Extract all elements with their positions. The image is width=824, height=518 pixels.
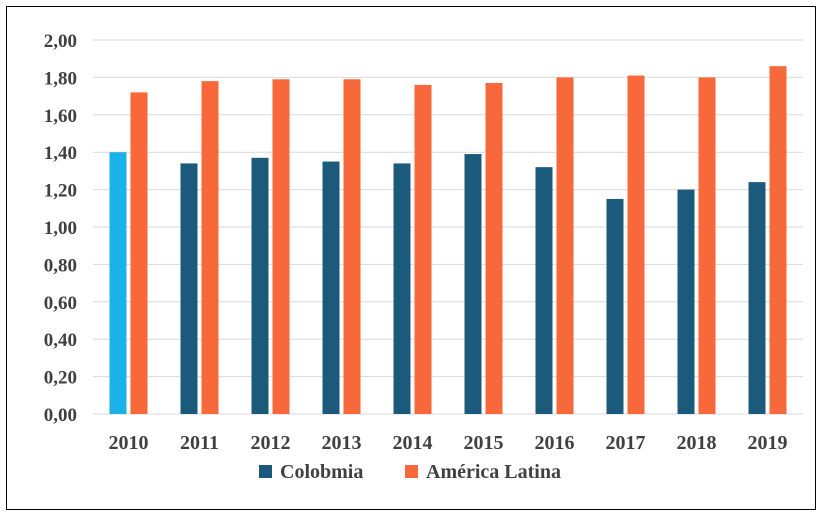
- x-tick-label: 2016: [535, 432, 575, 454]
- bar-america-latina-2011: [201, 81, 219, 414]
- x-tick-label: 2018: [677, 432, 717, 454]
- y-tick-label: 2,00: [44, 31, 77, 52]
- bar-america-latina-2018: [698, 77, 716, 415]
- legend-swatch: [405, 465, 418, 478]
- legend-label: Colobmia: [280, 461, 363, 483]
- legend-swatch: [259, 465, 272, 478]
- bar-america-latina-2014: [414, 84, 432, 414]
- legend-label: América Latina: [426, 461, 561, 483]
- y-tick-label: 1,40: [44, 143, 77, 164]
- y-tick-label: 0,40: [44, 330, 77, 351]
- x-tick-label: 2019: [748, 432, 788, 454]
- x-tick-label: 2017: [606, 432, 646, 454]
- bar-colombia-2014: [393, 163, 411, 414]
- x-tick-label: 2012: [251, 432, 291, 454]
- y-tick-label: 0,80: [44, 255, 77, 276]
- y-tick-label: 0,60: [44, 293, 77, 314]
- bar-america-latina-2012: [272, 79, 290, 415]
- bar-america-latina-2015: [485, 83, 503, 414]
- bar-chart: 0,00 0,20 0,40 0,60 0,80 1,00 1,20 1,40 1,60 1,80…: [44, 31, 803, 483]
- x-tick-label: 2014: [393, 432, 433, 454]
- x-tick-label: 2011: [180, 432, 219, 454]
- x-tick-label: 2013: [322, 432, 362, 454]
- bar-colombia-2015: [464, 154, 482, 414]
- y-tick-label: 1,80: [44, 68, 77, 89]
- bar-america-latina-2013: [343, 79, 361, 415]
- bar-colombia-2011: [180, 163, 198, 414]
- bar-colombia-2017: [606, 198, 624, 414]
- bar-colombia-2019: [748, 182, 766, 414]
- y-tick-label: 1,60: [44, 106, 77, 127]
- bar-colombia-2012: [251, 157, 269, 414]
- bar-america-latina-2019: [769, 66, 787, 415]
- y-tick-label: 0,20: [44, 368, 77, 389]
- y-tick-label: 0,00: [44, 405, 77, 426]
- bar-colombia-2013: [322, 161, 340, 414]
- chart-frame: 0,00 0,20 0,40 0,60 0,80 1,00 1,20 1,40 1,60 1,80…: [6, 6, 816, 510]
- x-tick-label: 2015: [464, 432, 504, 454]
- bar-colombia-2016: [535, 167, 553, 414]
- y-tick-label: 1,20: [44, 181, 77, 202]
- y-tick-label: 1,00: [44, 218, 77, 239]
- bar-colombia-2018: [677, 189, 695, 414]
- x-tick-label: 2010: [109, 432, 149, 454]
- bar-america-latina-2017: [627, 75, 645, 414]
- bar-america-latina-2010: [130, 92, 148, 415]
- bar-america-latina-2016: [556, 77, 574, 415]
- bar-colombia-2010: [109, 152, 127, 414]
